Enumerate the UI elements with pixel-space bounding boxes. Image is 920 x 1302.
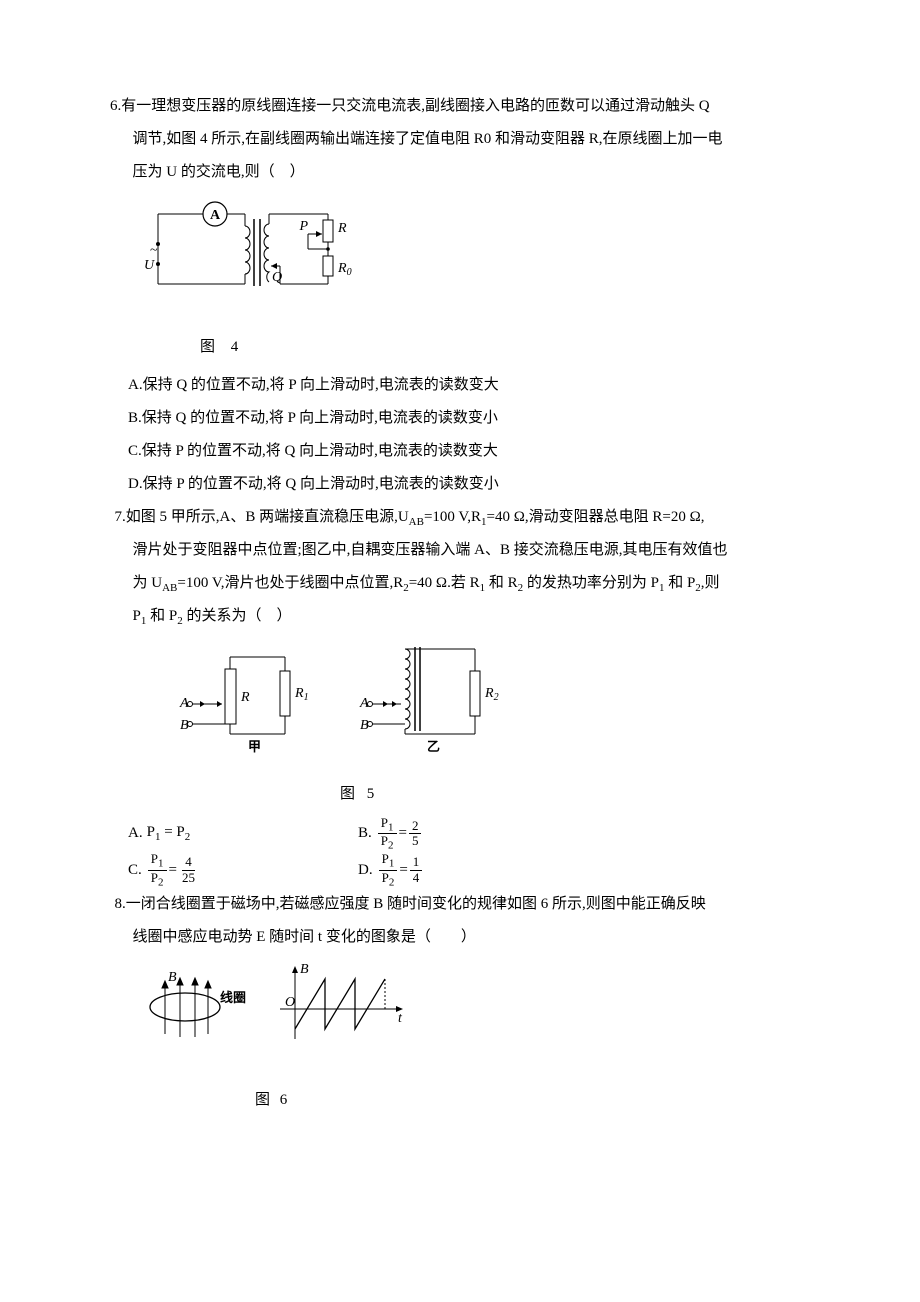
q6-l1: 有一理想变压器的原线圈连接一只交流电流表,副线圈接入电路的匝数可以通过滑动触头 … (121, 98, 709, 114)
origin-O: O (285, 995, 295, 1010)
q7-option-C: C. P1P2 = 425 (128, 852, 358, 888)
q8-figure: B 线圈 B t O (140, 959, 810, 1117)
q7-sub1: AB (409, 516, 424, 528)
q8-l1: 一闭合线圈置于磁场中,若磁感应强度 B 随时间变化的规律如图 6 所示,则图中能… (126, 896, 706, 912)
q8-number: 8. (115, 896, 126, 912)
terminal-B-yi: B (360, 718, 369, 733)
q8-figure-caption: 图 6 (255, 1084, 810, 1117)
q6-option-A: A.保持 Q 的位置不动,将 P 向上滑动时,电流表的读数变大 (128, 369, 810, 402)
terminal-A-jia: A (179, 696, 189, 711)
question-8: 8.一闭合线圈置于磁场中,若磁感应强度 B 随时间变化的规律如图 6 所示,则图… (110, 888, 810, 1117)
q7-p1c: =40 Ω,滑动变阻器总电阻 R=20 Ω, (487, 509, 705, 525)
q6-figure-caption: 图 4 (200, 331, 810, 364)
q7-option-D: D. P1P2 = 14 (358, 852, 588, 888)
q6-stem-line1: 6.有一理想变压器的原线圈连接一只交流电流表,副线圈接入电路的匝数可以通过滑动触… (110, 90, 810, 123)
R2-label: R2 (484, 686, 499, 703)
q7-figure: A B R R1 甲 (170, 639, 810, 811)
label-yi: 乙 (427, 739, 440, 754)
label-jia: 甲 (248, 739, 261, 754)
R-label-jia: R (240, 690, 250, 705)
coil-label: 线圈 (220, 990, 246, 1005)
q6-option-C: C.保持 P 的位置不动,将 Q 向上滑动时,电流表的读数变大 (128, 435, 810, 468)
q7-number: 7. (115, 509, 126, 525)
q6-l2: 调节,如图 4 所示,在副线圈两输出端连接了定值电阻 R0 和滑动变阻器 R,在… (110, 123, 810, 156)
q7-circuit-svg: A B R R1 甲 (170, 639, 530, 759)
B-label-left: B (168, 970, 177, 985)
q8-diagram-svg: B 线圈 B t O (140, 959, 420, 1069)
q6-circuit-svg: A ~ U Q (130, 194, 360, 314)
t-axis-label: t (398, 1011, 403, 1026)
q8-stem-line1: 8.一闭合线圈置于磁场中,若磁感应强度 B 随时间变化的规律如图 6 所示,则图… (110, 888, 810, 921)
terminal-B-jia: B (180, 718, 189, 733)
q7-stem-line1: 7.如图 5 甲所示,A、B 两端接直流稳压电源,UAB=100 V,R1=40… (110, 501, 810, 534)
q6-options: A.保持 Q 的位置不动,将 P 向上滑动时,电流表的读数变大 B.保持 Q 的… (110, 369, 810, 501)
q6-number: 6. (110, 98, 121, 114)
q7-option-B: B. P1P2 = 25 (358, 816, 588, 852)
q6-l3: 压为 U 的交流电,则（ ） (110, 156, 810, 189)
q8-l2: 线圈中感应电动势 E 随时间 t 变化的图象是（ ） (110, 921, 810, 954)
q7-l3: 为 UAB=100 V,滑片也处于线圈中点位置,R2=40 Ω.若 R1 和 R… (110, 567, 810, 600)
question-6: 6.有一理想变压器的原线圈连接一只交流电流表,副线圈接入电路的匝数可以通过滑动触… (110, 90, 810, 501)
B-axis-label: B (300, 962, 309, 977)
q7-option-A: A. P1 = P2 (128, 816, 358, 852)
q6-option-D: D.保持 P 的位置不动,将 Q 向上滑动时,电流表的读数变小 (128, 468, 810, 501)
R1-label: R1 (294, 686, 309, 703)
q7-l2: 滑片处于变阻器中点位置;图乙中,自耦变压器输入端 A、B 接交流稳压电源,其电压… (110, 534, 810, 567)
R-label: R (337, 221, 347, 236)
q7-l3a: 为 U (133, 575, 163, 591)
q7-figure-caption: 图 5 (340, 778, 810, 811)
q6-figure: A ~ U Q (130, 194, 810, 364)
slider-P: P (298, 219, 308, 234)
q7-p1b: =100 V,R (424, 509, 481, 525)
question-7: 7.如图 5 甲所示,A、B 两端接直流稳压电源,UAB=100 V,R1=40… (110, 501, 810, 888)
q7-options: A. P1 = P2 B. P1P2 = 25 C. P1P2 = 425 D.… (110, 816, 810, 889)
R0-label: R0 (337, 261, 352, 278)
terminal-A-yi: A (359, 696, 369, 711)
q7-p1: 如图 5 甲所示,A、B 两端接直流稳压电源,U (126, 509, 409, 525)
q7-l4: P1 和 P2 的关系为（ ） (110, 600, 810, 633)
q6-option-B: B.保持 Q 的位置不动,将 P 向上滑动时,电流表的读数变小 (128, 402, 810, 435)
q7-optA-text: P1 = P2 (147, 819, 191, 848)
ammeter-label-A: A (210, 208, 221, 223)
slider-Q: Q (272, 270, 282, 285)
source-U: U (144, 258, 155, 273)
